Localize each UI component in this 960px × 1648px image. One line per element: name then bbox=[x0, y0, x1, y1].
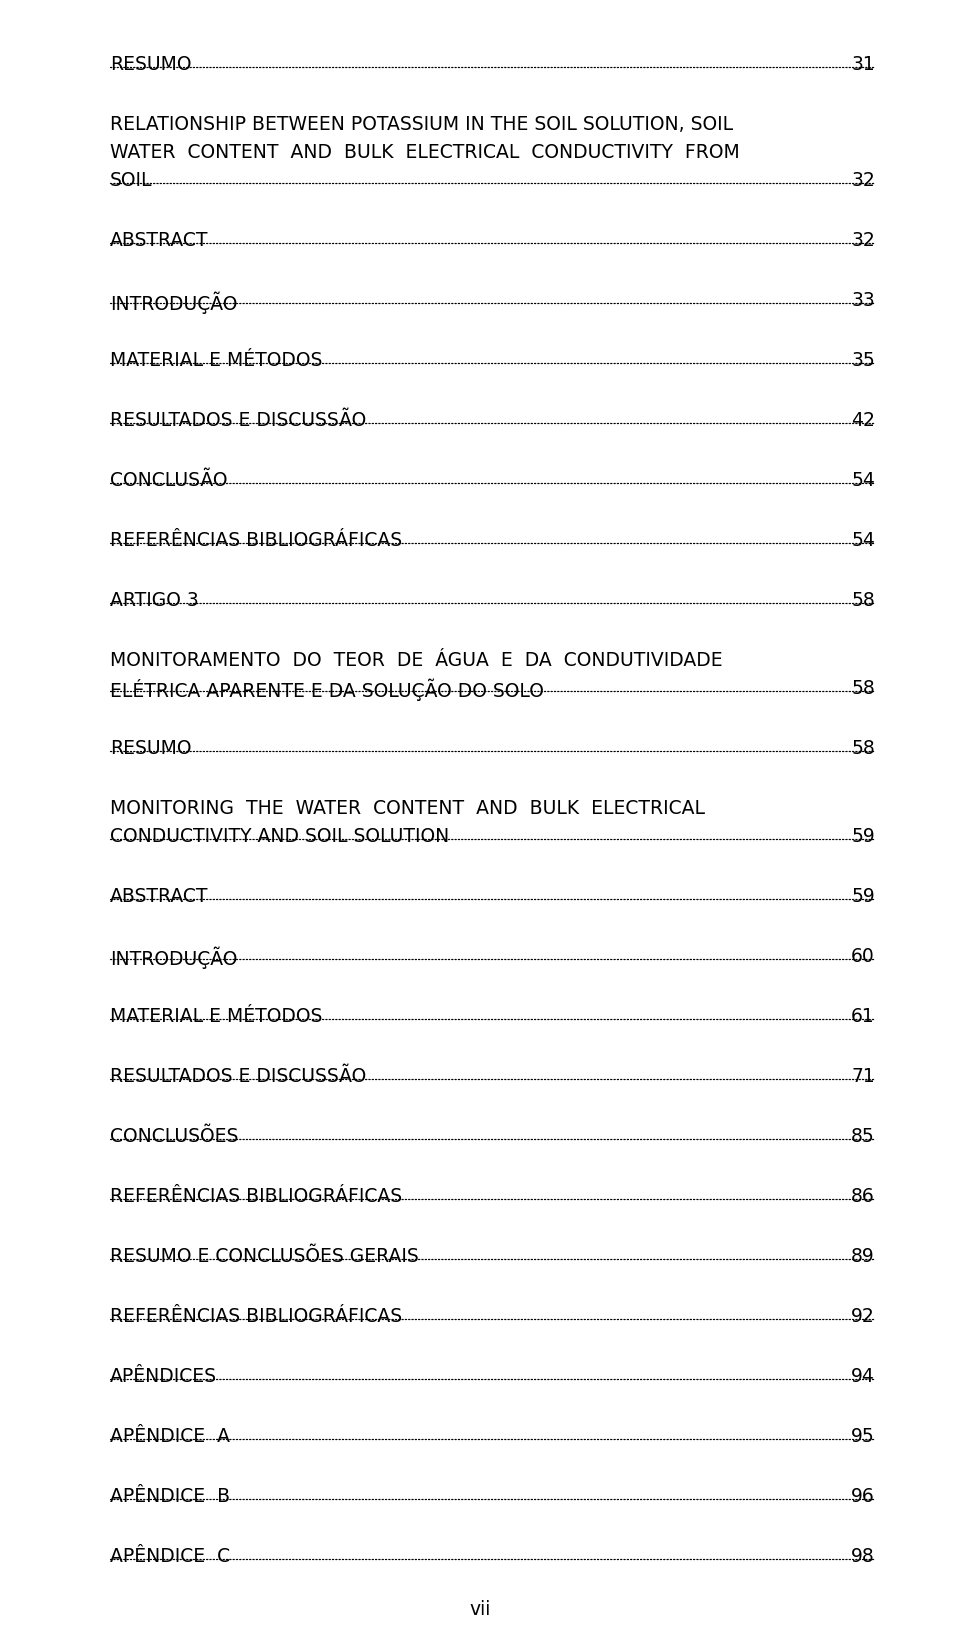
Text: 94: 94 bbox=[852, 1366, 875, 1386]
Text: REFERÊNCIAS BIBLIOGRÁFICAS: REFERÊNCIAS BIBLIOGRÁFICAS bbox=[110, 1307, 402, 1327]
Text: SOIL: SOIL bbox=[110, 171, 153, 190]
Text: REFERÊNCIAS BIBLIOGRÁFICAS: REFERÊNCIAS BIBLIOGRÁFICAS bbox=[110, 1187, 402, 1206]
Text: 92: 92 bbox=[852, 1307, 875, 1327]
Text: ARTIGO 3: ARTIGO 3 bbox=[110, 592, 199, 610]
Text: RESUMO E CONCLUSÕES GERAIS: RESUMO E CONCLUSÕES GERAIS bbox=[110, 1248, 419, 1266]
Text: 33: 33 bbox=[852, 292, 875, 310]
Text: APÊNDICE  B: APÊNDICE B bbox=[110, 1486, 230, 1506]
Text: 58: 58 bbox=[852, 738, 875, 758]
Text: ELÉTRICA APARENTE E DA SOLUÇÃO DO SOLO: ELÉTRICA APARENTE E DA SOLUÇÃO DO SOLO bbox=[110, 679, 544, 702]
Text: 54: 54 bbox=[852, 531, 875, 550]
Text: MATERIAL E MÉTODOS: MATERIAL E MÉTODOS bbox=[110, 1007, 323, 1027]
Text: 58: 58 bbox=[852, 592, 875, 610]
Text: MATERIAL E MÉTODOS: MATERIAL E MÉTODOS bbox=[110, 351, 323, 371]
Text: 61: 61 bbox=[852, 1007, 875, 1027]
Text: WATER  CONTENT  AND  BULK  ELECTRICAL  CONDUCTIVITY  FROM: WATER CONTENT AND BULK ELECTRICAL CONDUC… bbox=[110, 143, 740, 162]
Text: CONCLUSÕES: CONCLUSÕES bbox=[110, 1127, 238, 1145]
Text: MONITORING  THE  WATER  CONTENT  AND  BULK  ELECTRICAL: MONITORING THE WATER CONTENT AND BULK EL… bbox=[110, 799, 705, 817]
Text: 89: 89 bbox=[852, 1248, 875, 1266]
Text: 54: 54 bbox=[852, 471, 875, 489]
Text: 32: 32 bbox=[852, 171, 875, 190]
Text: APÊNDICES: APÊNDICES bbox=[110, 1366, 217, 1386]
Text: 31: 31 bbox=[852, 54, 875, 74]
Text: 98: 98 bbox=[852, 1547, 875, 1566]
Text: 32: 32 bbox=[852, 231, 875, 250]
Text: 71: 71 bbox=[852, 1066, 875, 1086]
Text: ABSTRACT: ABSTRACT bbox=[110, 231, 208, 250]
Text: ABSTRACT: ABSTRACT bbox=[110, 887, 208, 906]
Text: 35: 35 bbox=[852, 351, 875, 371]
Text: 58: 58 bbox=[852, 679, 875, 699]
Text: RESULTADOS E DISCUSSÃO: RESULTADOS E DISCUSSÃO bbox=[110, 1066, 367, 1086]
Text: MONITORAMENTO  DO  TEOR  DE  ÁGUA  E  DA  CONDUTIVIDADE: MONITORAMENTO DO TEOR DE ÁGUA E DA CONDU… bbox=[110, 651, 723, 671]
Text: RESUMO: RESUMO bbox=[110, 738, 191, 758]
Text: 85: 85 bbox=[852, 1127, 875, 1145]
Text: 96: 96 bbox=[852, 1486, 875, 1506]
Text: CONDUCTIVITY AND SOIL SOLUTION: CONDUCTIVITY AND SOIL SOLUTION bbox=[110, 827, 449, 845]
Text: CONCLUSÃO: CONCLUSÃO bbox=[110, 471, 228, 489]
Text: 60: 60 bbox=[852, 948, 875, 966]
Text: INTRODUÇÃO: INTRODUÇÃO bbox=[110, 948, 237, 969]
Text: APÊNDICE  C: APÊNDICE C bbox=[110, 1547, 230, 1566]
Text: 95: 95 bbox=[852, 1427, 875, 1445]
Text: 59: 59 bbox=[852, 887, 875, 906]
Text: 86: 86 bbox=[852, 1187, 875, 1206]
Text: RESUMO: RESUMO bbox=[110, 54, 191, 74]
Text: RESULTADOS E DISCUSSÃO: RESULTADOS E DISCUSSÃO bbox=[110, 410, 367, 430]
Text: RELATIONSHIP BETWEEN POTASSIUM IN THE SOIL SOLUTION, SOIL: RELATIONSHIP BETWEEN POTASSIUM IN THE SO… bbox=[110, 115, 733, 133]
Text: APÊNDICE  A: APÊNDICE A bbox=[110, 1427, 230, 1445]
Text: vii: vii bbox=[469, 1600, 491, 1618]
Text: REFERÊNCIAS BIBLIOGRÁFICAS: REFERÊNCIAS BIBLIOGRÁFICAS bbox=[110, 531, 402, 550]
Text: 59: 59 bbox=[852, 827, 875, 845]
Text: 42: 42 bbox=[852, 410, 875, 430]
Text: INTRODUÇÃO: INTRODUÇÃO bbox=[110, 292, 237, 313]
